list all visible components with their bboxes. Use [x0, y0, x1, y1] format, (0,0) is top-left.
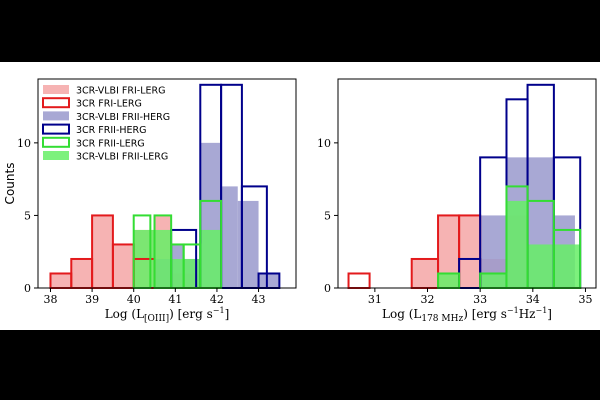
legend-label: 3CR-VLBI FRI-LERG — [76, 86, 165, 97]
histogram-bar — [553, 244, 581, 288]
x-tick-label: 33 — [473, 293, 487, 306]
left-panel: 38 39 40 41 42 43 0 5 10 Log (L[OIII]) [erg s−1] C… — [3, 78, 297, 324]
x-axis-label: Log (L[OIII]) [erg s−1] — [105, 306, 230, 324]
x-axis-label-unit: ) [erg s — [169, 307, 213, 321]
x-tick-label: 43 — [252, 293, 266, 306]
y-axis-label: Counts — [3, 163, 17, 205]
histogram-bar — [237, 200, 259, 288]
x-axis-label-main: Log (L — [105, 307, 144, 321]
histogram-bar — [154, 229, 172, 288]
x-axis-label-close: ] — [225, 307, 230, 321]
x-tick-label: 40 — [127, 293, 141, 306]
histogram-bar — [438, 215, 460, 288]
y-tick-label: 5 — [24, 209, 31, 222]
y-tick-label: 0 — [24, 282, 31, 295]
legend-swatch — [43, 85, 69, 94]
legend-label: 3CR FRII-HERG — [76, 125, 147, 136]
x-axis-label-subscript: 178 MHz — [421, 314, 463, 324]
plot-frame — [37, 78, 297, 289]
legend: 3CR-VLBI FRI-LERG 3CR FRI-LERG 3CR-VLBI FR… — [42, 85, 170, 163]
x-tick-label: 34 — [526, 293, 540, 306]
x-tick-label: 41 — [168, 293, 182, 306]
x-tick-label: 39 — [85, 293, 99, 306]
histogram-bar — [171, 258, 184, 288]
y-tick-label: 0 — [324, 282, 331, 295]
legend-label: 3CR FRII-LERG — [76, 138, 145, 149]
x-axis-label-superscript-2: −1 — [535, 306, 547, 315]
series-3cr-vlbi-frii-lerg — [438, 200, 581, 288]
legend-swatch — [43, 111, 69, 121]
histogram-bar — [411, 258, 439, 288]
x-axis-label-close: ] — [547, 307, 552, 321]
histogram-bar — [527, 244, 554, 288]
x-axis-label-superscript: −1 — [507, 306, 519, 315]
y-tick-label: 10 — [317, 137, 331, 150]
histogram-bar — [50, 273, 72, 288]
x-tick-label: 42 — [210, 293, 224, 306]
x-tick-label: 35 — [578, 293, 592, 306]
histogram-bar — [480, 273, 507, 288]
histogram-bar — [221, 186, 238, 288]
legend-label: 3CR-VLBI FRII-LERG — [76, 152, 168, 163]
legend-label: 3CR-VLBI FRII-HERG — [76, 112, 170, 123]
x-axis-label-unit-mid: Hz — [519, 307, 536, 321]
x-axis-label-unit: ) [erg s — [463, 307, 507, 321]
histogram-bar — [200, 229, 222, 288]
y-tick-label: 5 — [324, 209, 331, 222]
x-axis-label-superscript: −1 — [213, 306, 225, 315]
x-axis-label-subscript: [OIII] — [144, 314, 169, 324]
plot-frame — [337, 78, 597, 289]
x-tick-label: 31 — [368, 293, 382, 306]
histogram-bar — [92, 215, 113, 288]
legend-swatch — [42, 136, 70, 148]
histogram-bar — [183, 258, 201, 288]
histogram-bar — [71, 258, 93, 288]
histogram-bar — [258, 273, 280, 288]
histogram-bar — [438, 273, 460, 288]
x-tick-label: 32 — [421, 293, 435, 306]
x-axis-label-main: Log (L — [382, 307, 421, 321]
legend-swatch — [43, 151, 69, 160]
histogram-bar — [112, 244, 134, 288]
histogram-bar — [506, 200, 528, 288]
x-tick-label: 38 — [43, 293, 57, 306]
legend-swatch — [42, 123, 70, 135]
x-axis-label: Log (L178 MHz) [erg s−1Hz−1] — [382, 306, 552, 324]
legend-swatch — [42, 97, 70, 109]
legend-label: 3CR FRI-LERG — [76, 99, 142, 110]
y-tick-label: 10 — [17, 137, 31, 150]
histogram-bar — [459, 215, 481, 288]
